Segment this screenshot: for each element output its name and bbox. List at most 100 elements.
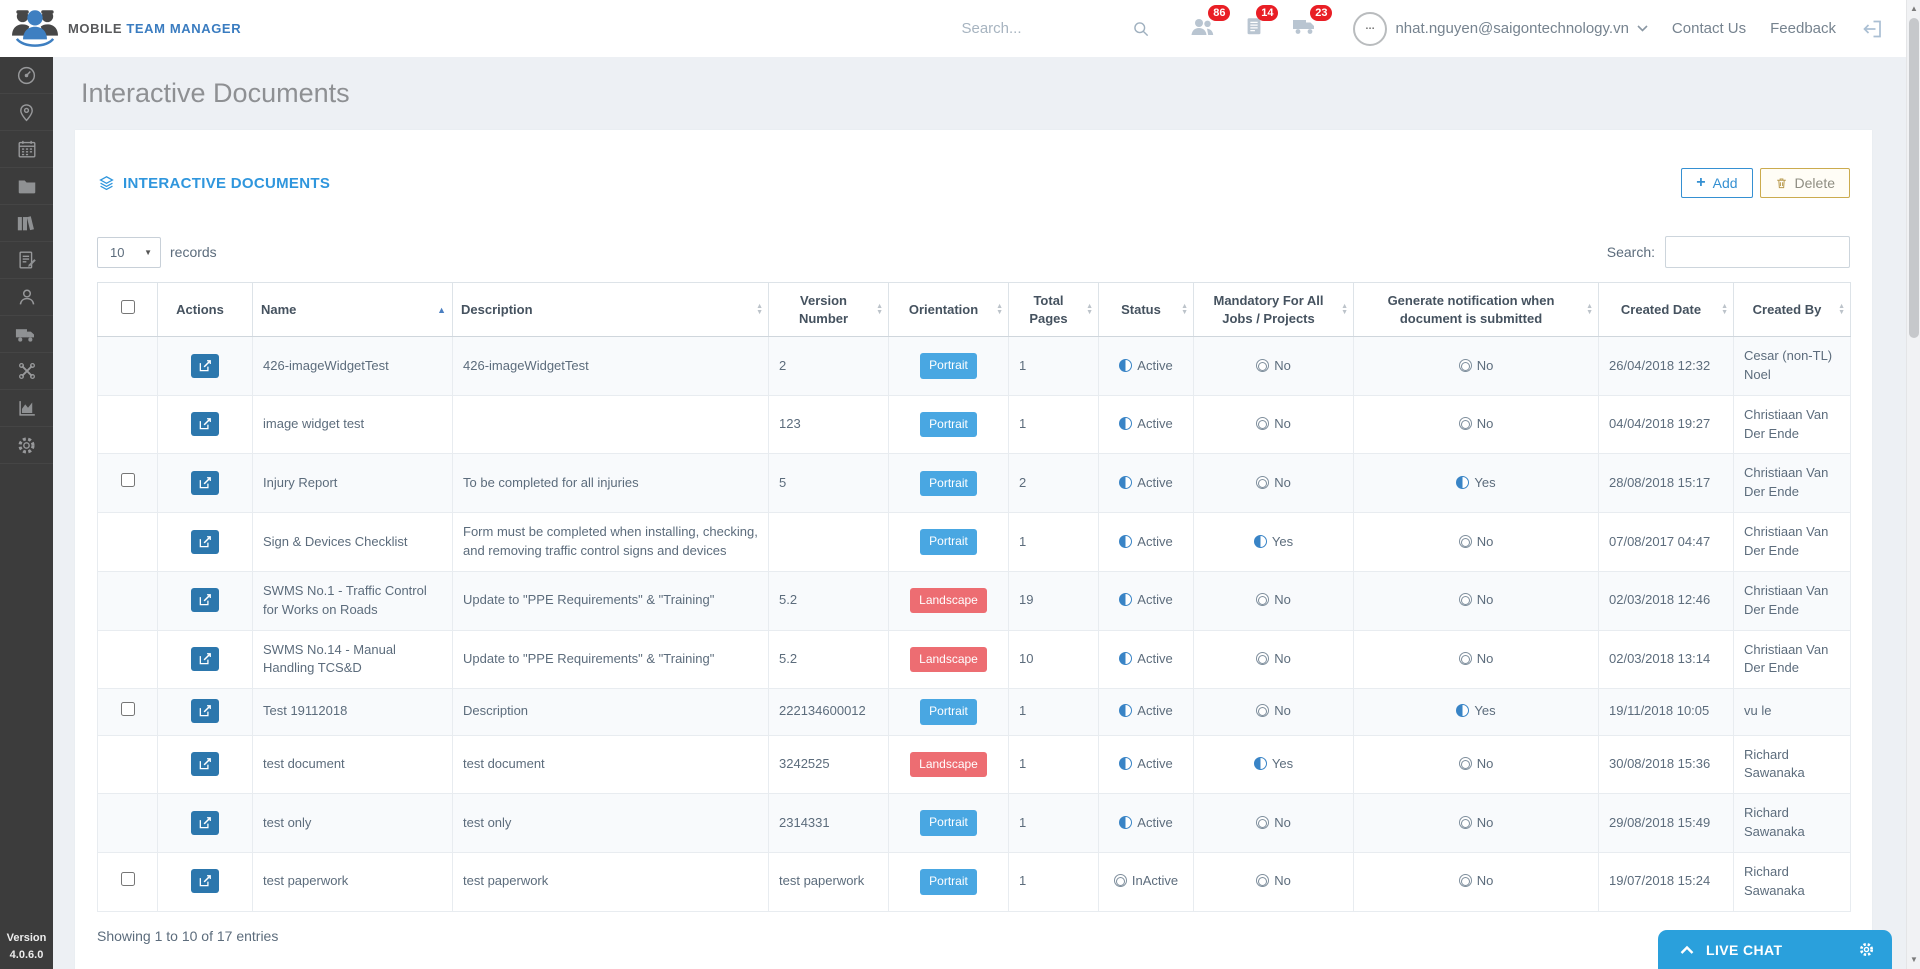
edit-button[interactable] — [191, 752, 219, 777]
people-notification-button[interactable]: 86 — [1189, 5, 1231, 43]
column-header-name[interactable]: Name ▲ — [252, 281, 453, 338]
edit-button[interactable] — [191, 588, 219, 613]
edit-button[interactable] — [191, 470, 219, 495]
mandatory-cell: No — [1193, 394, 1354, 455]
sidebar-item-calendar[interactable] — [0, 131, 53, 168]
scroll-down-button[interactable]: ▼ — [1910, 955, 1918, 964]
document-notification-button[interactable]: 14 — [1243, 5, 1279, 43]
toggle-on-icon — [1119, 593, 1133, 607]
mandatory-text: No — [1274, 416, 1291, 432]
edit-button[interactable] — [191, 869, 219, 894]
doc-name: Sign & Devices Checklist — [252, 512, 453, 572]
edit-button[interactable] — [191, 353, 219, 378]
status-cell: Active — [1098, 570, 1194, 631]
records-select[interactable]: 10 ▼ — [97, 236, 161, 268]
add-button[interactable]: + Add — [1681, 168, 1753, 198]
column-header-created_date[interactable]: Created Date ▲ ▼ — [1598, 281, 1734, 338]
row-checkbox[interactable] — [120, 701, 135, 716]
doc-description — [452, 394, 769, 455]
scroll-up-button[interactable]: ▲ — [1910, 4, 1918, 13]
vertical-scrollbar[interactable]: ▲ ▼ — [1906, 0, 1920, 969]
edit-button[interactable] — [191, 412, 219, 437]
table-header-row: Actions Name ▲ Description ▲ ▼ Version Number ▲… — [97, 281, 1851, 338]
logout-button[interactable] — [1860, 17, 1884, 41]
table-search-input[interactable] — [1665, 236, 1850, 268]
column-header-notification[interactable]: Generate notification when document is s… — [1353, 281, 1599, 338]
sidebar-item-dashboard[interactable] — [0, 57, 53, 94]
toggle-off-icon — [1256, 704, 1270, 718]
created-date: 19/11/2018 10:05 — [1598, 688, 1734, 736]
table-row: image widget test 123 Portrait 1 Active No No 0… — [97, 394, 1851, 455]
column-header-created_by[interactable]: Created By ▲ ▼ — [1733, 281, 1851, 338]
toggle-off-icon — [1256, 417, 1270, 431]
chevron-up-icon — [1680, 945, 1694, 954]
sidebar-item-tools[interactable] — [0, 353, 53, 390]
page-title-bar: Interactive Documents — [53, 57, 1906, 130]
orientation-badge: Landscape — [910, 587, 987, 614]
column-header-orientation[interactable]: Orientation ▲ ▼ — [888, 281, 1009, 338]
column-header-status[interactable]: Status ▲ ▼ — [1098, 281, 1194, 338]
live-chat-button[interactable]: LIVE CHAT — [1658, 930, 1892, 969]
user-menu[interactable]: ▪▪▪ nhat.nguyen@saigontechnology.vn — [1353, 11, 1648, 46]
doc-version: test paperwork — [768, 851, 889, 912]
column-header-description[interactable]: Description ▲ ▼ — [452, 281, 769, 338]
created-date: 30/08/2018 15:36 — [1598, 734, 1734, 795]
table-footer-status: Showing 1 to 10 of 17 entries — [97, 927, 279, 944]
toggle-off-icon — [1458, 534, 1472, 548]
gear-icon — [18, 436, 35, 454]
chevron-down-icon — [1637, 25, 1648, 32]
avatar[interactable]: ▪▪▪ — [1353, 11, 1388, 46]
sidebar-item-people[interactable] — [0, 279, 53, 316]
document-icon — [1248, 18, 1261, 35]
column-header-mandatory[interactable]: Mandatory For All Jobs / Projects ▲ ▼ — [1193, 281, 1354, 338]
doc-description: Description — [452, 688, 769, 736]
toggle-on-icon — [1119, 534, 1133, 548]
sidebar-item-documents[interactable] — [0, 168, 53, 205]
status-cell: Active — [1098, 512, 1194, 572]
map-pin-icon — [20, 103, 33, 121]
live-chat-settings-icon[interactable] — [1857, 940, 1876, 959]
books-icon — [17, 216, 34, 231]
select-all-checkbox[interactable] — [120, 300, 135, 315]
sidebar-item-settings[interactable] — [0, 427, 53, 464]
column-header-pages[interactable]: Total Pages ▲ ▼ — [1008, 281, 1099, 338]
edit-icon — [199, 653, 211, 665]
sidebar-item-fleet[interactable] — [0, 316, 53, 353]
scrollbar-thumb[interactable] — [1909, 18, 1919, 338]
orientation-badge: Portrait — [920, 699, 977, 725]
sidebar-item-forms[interactable] — [0, 242, 53, 279]
notification-text: No — [1476, 814, 1494, 830]
created-date: 29/08/2018 15:49 — [1598, 793, 1734, 853]
notification-text: Yes — [1474, 703, 1496, 719]
notification-text: No — [1476, 416, 1494, 432]
row-checkbox[interactable] — [120, 473, 135, 488]
global-search-input[interactable] — [961, 20, 1092, 37]
status-text: Active — [1137, 533, 1173, 549]
edit-button[interactable] — [191, 810, 219, 835]
contact-us-link[interactable]: Contact Us — [1671, 20, 1747, 37]
search-icon[interactable] — [1131, 19, 1151, 39]
status-text: Active — [1137, 703, 1173, 719]
orientation-badge: Portrait — [920, 529, 977, 555]
sidebar-item-reports[interactable] — [0, 390, 53, 427]
created-date: 26/04/2018 12:32 — [1598, 336, 1734, 396]
sort-icon: ▲ ▼ — [996, 302, 1003, 316]
toggle-off-icon — [1256, 651, 1270, 665]
edit-icon — [199, 705, 211, 717]
created-by: Christiaan Van Der Ende — [1733, 453, 1851, 514]
edit-icon — [199, 758, 211, 770]
edit-button[interactable] — [191, 529, 219, 554]
sort-icon: ▲ ▼ — [1341, 302, 1348, 316]
doc-version: 2 — [768, 336, 889, 396]
sidebar-item-library[interactable] — [0, 205, 53, 242]
delete-button[interactable]: Delete — [1759, 168, 1850, 198]
sidebar-item-locations[interactable] — [0, 94, 53, 131]
toggle-on-icon — [1119, 704, 1133, 718]
edit-button[interactable] — [191, 646, 219, 671]
feedback-link[interactable]: Feedback — [1770, 20, 1836, 37]
row-checkbox[interactable] — [120, 871, 135, 886]
truck-notification-button[interactable]: 23 — [1291, 5, 1333, 43]
column-header-version[interactable]: Version Number ▲ ▼ — [768, 281, 889, 338]
doc-description: Form must be completed when installing, … — [452, 512, 769, 572]
edit-button[interactable] — [191, 699, 219, 724]
